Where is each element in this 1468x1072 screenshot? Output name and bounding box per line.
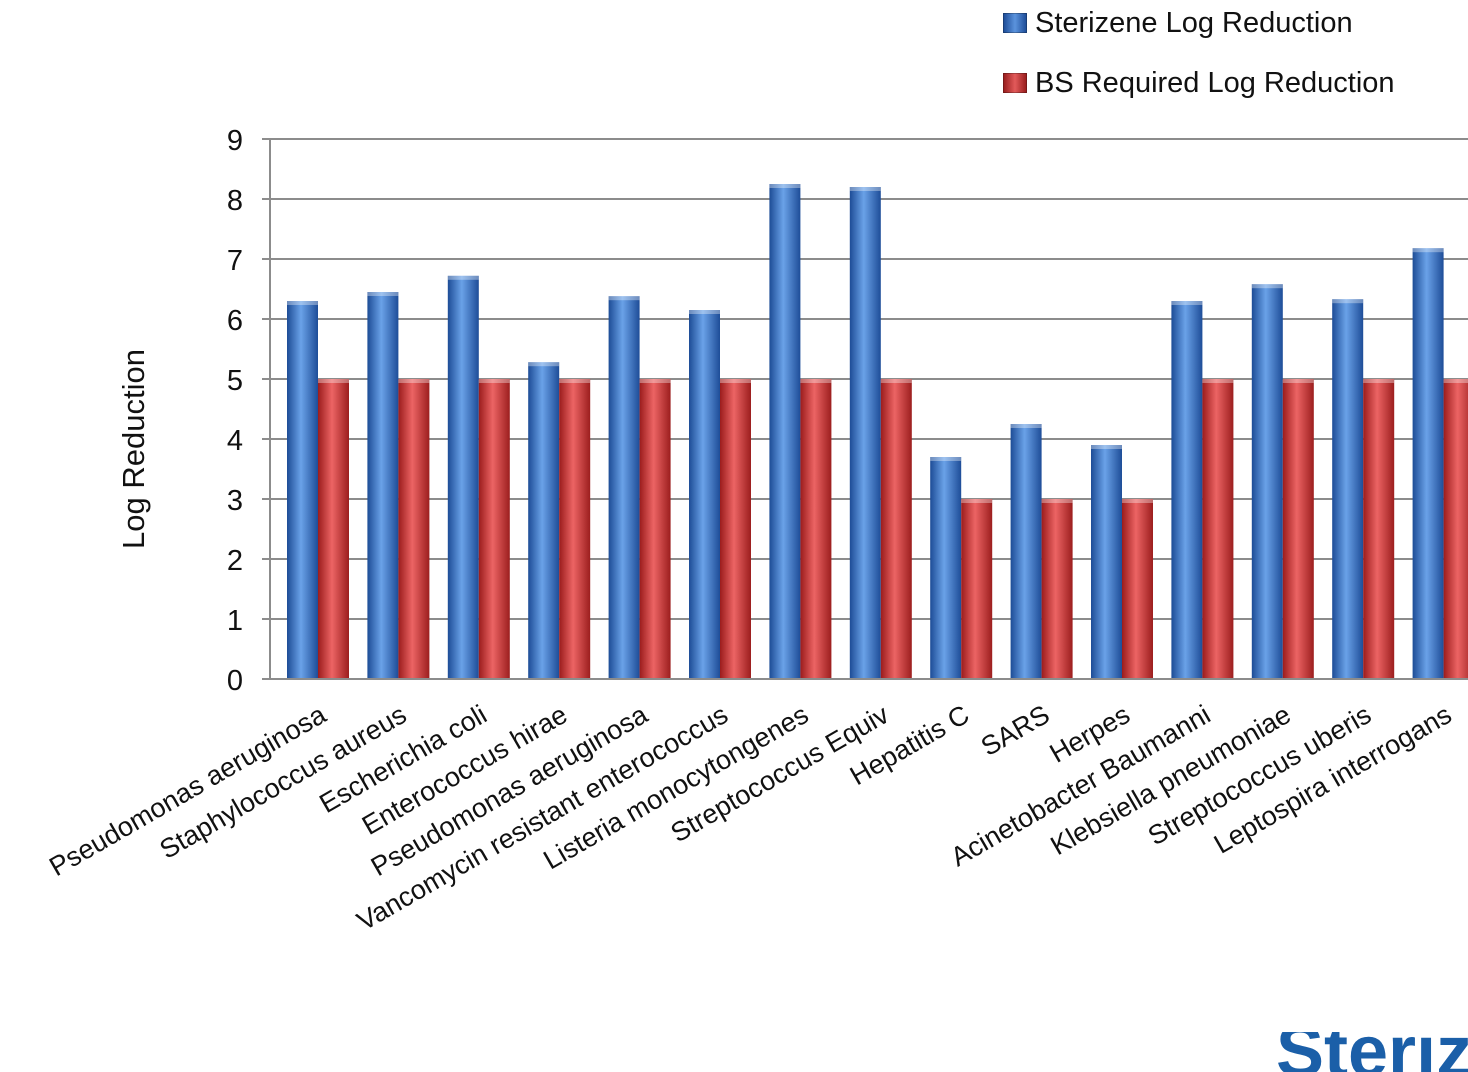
bar-bs-required-highlight: [1282, 379, 1314, 383]
bar-bs-required-highlight: [1443, 379, 1468, 383]
bar-sterizene-highlight: [608, 296, 640, 301]
bar-sterizene: [930, 457, 962, 679]
bar-bs-required-highlight: [318, 379, 349, 383]
y-tick-label: 6: [227, 305, 243, 337]
y-tick-label: 1: [227, 605, 243, 637]
bar-sterizene-highlight: [447, 275, 479, 280]
bar-bs-required: [1122, 499, 1153, 679]
bar-sterizene: [1010, 424, 1042, 679]
x-tick-label: SARS: [976, 699, 1055, 762]
chart-legend: Sterizene Log Reduction BS Required Log …: [1003, 4, 1463, 124]
bar-sterizene-highlight: [930, 457, 962, 461]
bar-bs-required: [1041, 499, 1073, 679]
y-axis-label: Log Reduction: [116, 349, 151, 549]
bar-sterizene: [1332, 299, 1364, 679]
bar-bs-required-highlight: [478, 379, 510, 383]
bar-sterizene: [608, 296, 640, 679]
y-tick-label: 7: [227, 245, 243, 277]
bar-bs-required: [398, 379, 430, 679]
bar-bs-required: [800, 379, 832, 679]
y-tick-label: 8: [227, 185, 243, 217]
bar-bs-required-highlight: [961, 499, 993, 503]
bar-sterizene: [287, 301, 318, 679]
bar-bs-required: [1282, 379, 1314, 679]
bar-sterizene-highlight: [689, 310, 720, 314]
bar-sterizene: [1251, 284, 1283, 679]
bar-bs-required: [639, 379, 671, 679]
bar-bs-required: [559, 379, 591, 679]
legend-swatch-sterizene: [1003, 13, 1027, 33]
bar-sterizene-highlight: [287, 301, 318, 305]
bar-bs-required-highlight: [398, 379, 430, 383]
legend-item-bs-required: BS Required Log Reduction: [1003, 64, 1463, 102]
logo-fragment: Sterizene: [1276, 1032, 1468, 1072]
bar-sterizene-highlight: [1412, 248, 1444, 253]
bar-sterizene: [1171, 301, 1203, 679]
bar-sterizene-highlight: [528, 362, 560, 367]
bar-bs-required-highlight: [559, 379, 591, 383]
legend-item-sterizene: Sterizene Log Reduction: [1003, 4, 1463, 42]
bar-sterizene-highlight: [849, 187, 881, 191]
bar-sterizene: [849, 187, 881, 679]
bar-sterizene-highlight: [1332, 299, 1364, 304]
bar-bs-required-highlight: [720, 379, 751, 383]
bar-sterizene-highlight: [1091, 445, 1122, 449]
bar-bs-required-highlight: [1202, 379, 1234, 383]
bars: [287, 184, 1468, 679]
bar-bs-required-highlight: [639, 379, 671, 383]
bar-bs-required: [1202, 379, 1234, 679]
legend-label-bs-required: BS Required Log Reduction: [1035, 66, 1395, 99]
y-tick-label: 0: [227, 665, 243, 697]
bar-sterizene: [367, 292, 399, 679]
y-tick-label: 5: [227, 365, 243, 397]
bar-sterizene: [1412, 248, 1444, 679]
bar-sterizene: [769, 184, 801, 679]
bar-sterizene-highlight: [367, 292, 399, 296]
y-tick-label: 3: [227, 485, 243, 517]
bar-bs-required-highlight: [880, 379, 912, 383]
bar-bs-required-highlight: [1122, 499, 1153, 503]
bar-bs-required: [720, 379, 751, 679]
y-tick-labels: 0 1 2 3 4 5 6 7 8 9: [227, 125, 243, 697]
bar-bs-required: [318, 379, 349, 679]
bar-bs-required-highlight: [800, 379, 832, 383]
bar-sterizene-highlight: [769, 184, 801, 188]
y-tick-label: 9: [227, 125, 243, 157]
y-tick-label: 4: [227, 425, 243, 457]
bar-bs-required-highlight: [1041, 499, 1073, 503]
bar-bs-required: [961, 499, 993, 679]
bar-sterizene: [447, 275, 479, 679]
bar-bs-required: [1363, 379, 1395, 679]
bar-bs-required-highlight: [1363, 379, 1395, 383]
bar-sterizene: [689, 310, 720, 679]
bar-sterizene: [528, 362, 560, 679]
legend-swatch-bs-required: [1003, 73, 1027, 93]
bar-bs-required: [1443, 379, 1468, 679]
bar-bs-required: [478, 379, 510, 679]
bar-sterizene-highlight: [1171, 301, 1203, 305]
axes: [269, 139, 1468, 680]
bar-sterizene-highlight: [1010, 424, 1042, 428]
bar-sterizene: [1091, 445, 1122, 679]
legend-label-sterizene: Sterizene Log Reduction: [1035, 6, 1353, 39]
y-tick-label: 2: [227, 545, 243, 577]
bar-bs-required: [880, 379, 912, 679]
bar-sterizene-highlight: [1251, 284, 1283, 289]
